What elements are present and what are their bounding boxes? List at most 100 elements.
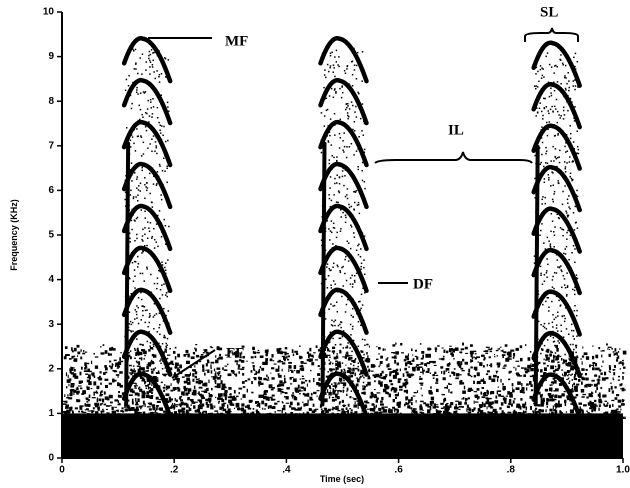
noise-speck — [345, 347, 348, 349]
speck — [545, 379, 547, 381]
speck — [148, 378, 150, 380]
speck — [558, 182, 560, 184]
speck — [540, 129, 542, 131]
noise-speck — [182, 413, 185, 417]
noise-speck — [618, 405, 621, 407]
speck — [347, 240, 349, 242]
noise-speck — [78, 385, 82, 386]
noise-speck — [337, 397, 340, 399]
speck — [566, 272, 568, 274]
speck — [563, 64, 565, 66]
noise-speck — [384, 384, 388, 387]
speck — [332, 243, 334, 245]
speck — [564, 342, 566, 344]
annotation: FF — [226, 345, 244, 361]
noise-speck — [241, 407, 244, 411]
noise-speck — [611, 348, 612, 350]
speck — [134, 275, 136, 277]
noise-speck — [318, 378, 320, 381]
speck — [330, 303, 332, 305]
speck — [338, 373, 340, 375]
noise-speck — [195, 376, 197, 378]
speck — [162, 361, 164, 363]
noise-speck — [67, 394, 68, 396]
noise-speck — [292, 377, 294, 378]
speck — [163, 316, 165, 318]
noise-speck — [358, 406, 359, 409]
speck — [145, 186, 147, 188]
noise-speck — [371, 409, 375, 411]
noise-speck — [610, 383, 611, 385]
noise-speck — [334, 415, 336, 417]
speck — [572, 335, 574, 337]
noise-speck — [602, 361, 603, 363]
noise-speck — [545, 409, 546, 412]
noise-speck — [392, 407, 395, 409]
noise-speck — [520, 358, 523, 361]
speck — [153, 60, 155, 62]
noise-speck — [177, 369, 180, 372]
noise-speck — [449, 346, 452, 347]
speck — [340, 391, 342, 393]
speck — [130, 215, 132, 217]
noise-speck — [269, 405, 272, 408]
noise-speck — [623, 351, 627, 355]
noise-speck — [114, 370, 116, 372]
speck — [339, 338, 341, 340]
speck — [569, 125, 571, 127]
harmonic — [534, 84, 580, 127]
noise-speck — [614, 415, 615, 419]
speck — [331, 220, 333, 222]
noise-speck — [64, 394, 65, 397]
noise-speck — [443, 411, 446, 414]
noise-speck — [108, 353, 112, 355]
speck — [363, 388, 365, 390]
noise-speck — [97, 397, 98, 399]
noise-speck — [265, 403, 268, 406]
noise-speck — [544, 367, 547, 371]
noise-speck — [106, 409, 108, 410]
speck — [337, 202, 339, 204]
noise-speck — [270, 373, 271, 374]
harmonic — [321, 38, 367, 81]
noise-speck — [594, 415, 597, 418]
speck — [564, 301, 566, 303]
noise-speck — [302, 378, 305, 379]
speck — [150, 342, 152, 344]
noise-speck — [215, 397, 216, 398]
noise-speck — [430, 386, 432, 388]
speck — [155, 141, 157, 143]
speck — [156, 133, 158, 135]
noise-speck — [207, 359, 209, 361]
noise-speck — [170, 390, 173, 392]
speck — [566, 212, 568, 214]
speck — [136, 128, 138, 130]
noise-speck — [613, 379, 615, 380]
speck — [333, 64, 335, 66]
speck — [331, 287, 333, 289]
speck — [547, 163, 549, 165]
noise-speck — [499, 348, 500, 349]
noise-speck — [99, 376, 101, 379]
noise-speck — [91, 410, 93, 413]
speck — [339, 176, 341, 178]
speck — [551, 213, 553, 215]
speck — [553, 337, 555, 339]
speck — [329, 67, 331, 69]
speck — [135, 261, 137, 263]
noise-speck — [211, 362, 215, 364]
noise-speck — [479, 414, 483, 417]
speck — [568, 358, 570, 360]
noise-speck — [204, 373, 206, 376]
speck — [574, 290, 576, 292]
noise-speck — [159, 407, 162, 410]
speck — [340, 292, 342, 294]
noise-speck — [230, 404, 234, 406]
speck — [540, 275, 542, 277]
noise-speck — [246, 418, 249, 422]
speck — [326, 347, 328, 349]
noise-speck — [455, 413, 459, 414]
noise-speck — [509, 358, 512, 359]
speck — [330, 53, 332, 55]
speck — [142, 310, 144, 312]
